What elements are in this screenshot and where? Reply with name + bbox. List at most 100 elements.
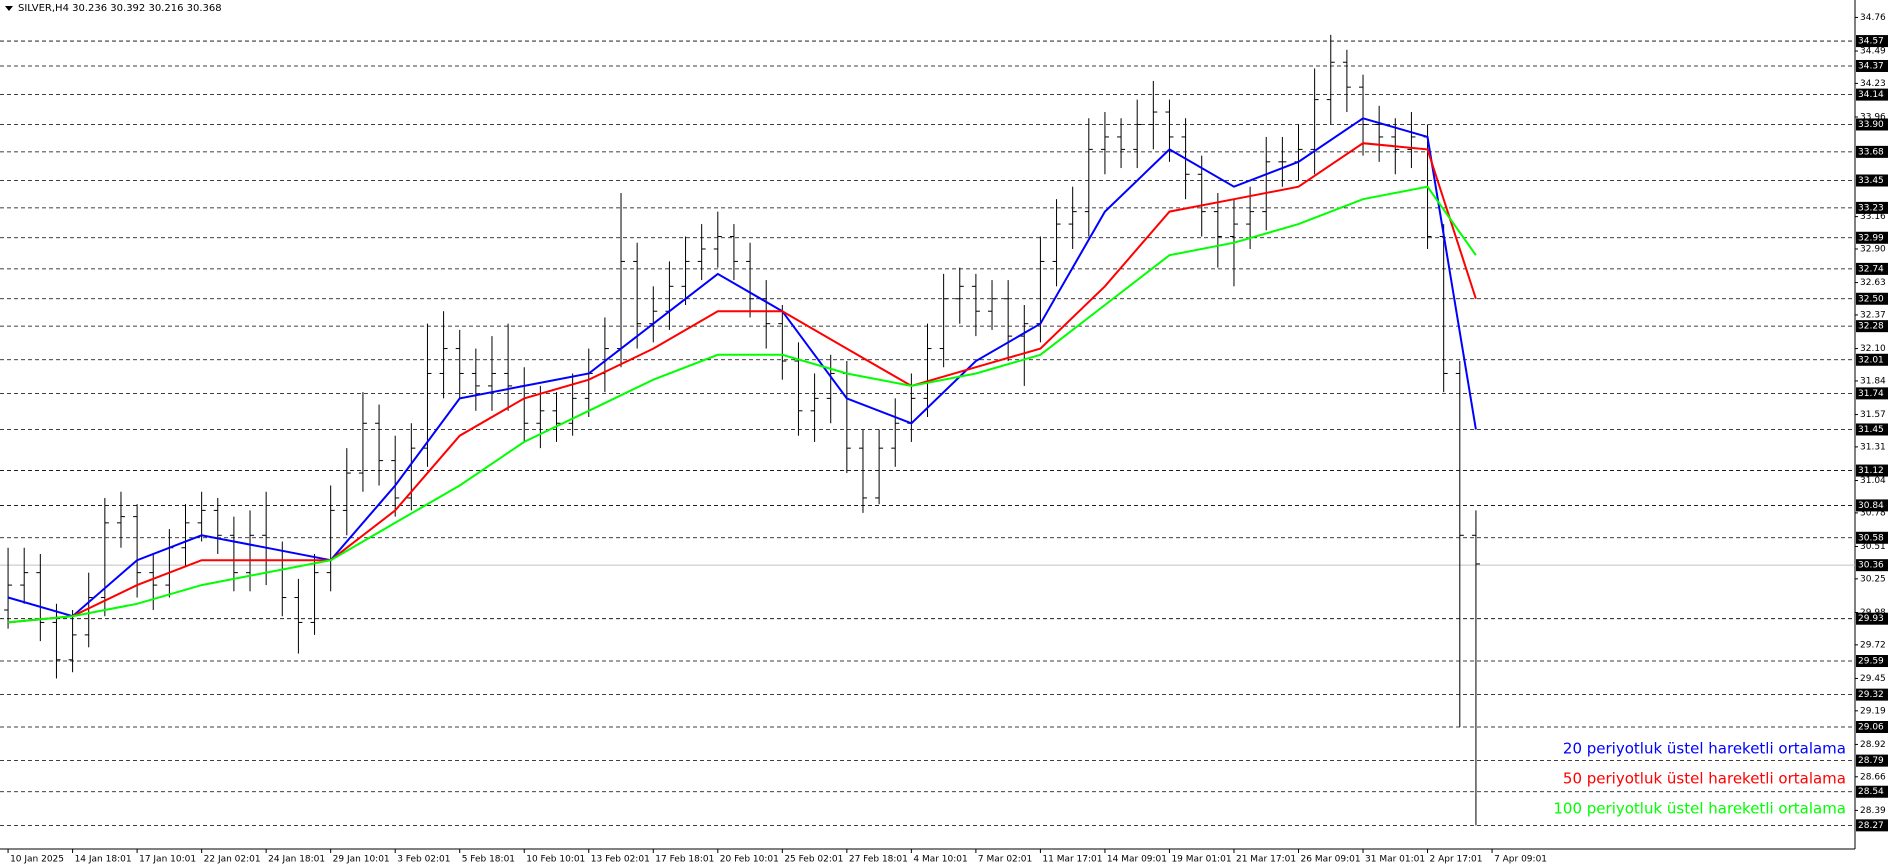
y-tick-label: 29.45 [1860, 674, 1886, 684]
price-label: 30.36 [1858, 561, 1884, 571]
legend-label: 50 periyotluk üstel hareketli ortalama [1563, 770, 1846, 788]
level-label: 28.79 [1858, 756, 1884, 766]
x-tick-label: 19 Mar 01:01 [1171, 855, 1231, 865]
level-box [1856, 464, 1888, 477]
y-tick-label: 28.66 [1860, 772, 1886, 782]
level-label: 34.57 [1858, 37, 1884, 47]
level-label: 31.45 [1858, 425, 1884, 435]
y-tick-label: 32.63 [1860, 278, 1886, 288]
level-label: 30.84 [1858, 501, 1884, 511]
level-label: 32.28 [1858, 322, 1884, 332]
level-label: 33.68 [1858, 147, 1884, 157]
x-tick-label: 21 Mar 17:01 [1236, 855, 1296, 865]
y-tick-label: 29.72 [1860, 640, 1886, 650]
level-label: 28.54 [1858, 787, 1884, 797]
x-tick-label: 29 Jan 10:01 [333, 855, 390, 865]
level-box [1856, 35, 1888, 48]
y-tick-label: 30.25 [1860, 574, 1886, 584]
y-tick-label: 29.19 [1860, 706, 1886, 716]
y-tick-label: 34.23 [1860, 79, 1886, 89]
level-label: 29.93 [1858, 614, 1884, 624]
level-box [1856, 174, 1888, 187]
level-label: 30.58 [1858, 533, 1884, 543]
x-tick-label: 7 Apr 09:01 [1494, 855, 1547, 865]
level-box [1856, 145, 1888, 158]
level-label: 34.14 [1858, 90, 1884, 100]
level-label: 28.27 [1858, 821, 1884, 831]
x-tick-label: 14 Mar 09:01 [1107, 855, 1167, 865]
x-tick-label: 7 Mar 02:01 [978, 855, 1032, 865]
level-label: 33.23 [1858, 203, 1884, 213]
level-box [1856, 231, 1888, 244]
x-tick-label: 17 Feb 18:01 [655, 855, 714, 865]
y-tick-label: 32.37 [1860, 310, 1886, 320]
y-tick-label: 31.84 [1860, 376, 1886, 386]
y-tick-label: 28.39 [1860, 806, 1886, 816]
y-tick-label: 31.57 [1860, 410, 1886, 420]
y-tick-label: 33.96 [1860, 113, 1886, 123]
x-tick-label: 31 Mar 01:01 [1365, 855, 1425, 865]
x-tick-label: 10 Feb 10:01 [526, 855, 585, 865]
x-tick-label: 27 Feb 18:01 [849, 855, 908, 865]
x-tick-label: 13 Feb 02:01 [591, 855, 650, 865]
level-box [1856, 262, 1888, 275]
level-label: 34.37 [1858, 61, 1884, 71]
ema-line [7, 117, 1477, 618]
level-label: 32.50 [1858, 294, 1884, 304]
x-tick-label: 11 Mar 17:01 [1042, 855, 1102, 865]
y-tick-label: 34.49 [1860, 47, 1886, 57]
ema-line [8, 185, 1477, 624]
level-label: 32.99 [1858, 233, 1884, 243]
legend-label: 100 periyotluk üstel hareketli ortalama [1553, 800, 1846, 818]
x-tick-label: 22 Jan 02:01 [204, 855, 261, 865]
level-label: 32.01 [1858, 355, 1884, 365]
y-tick-label: 28.92 [1860, 740, 1886, 750]
x-tick-label: 26 Mar 09:01 [1301, 855, 1361, 865]
x-tick-label: 4 Mar 10:01 [913, 855, 967, 865]
level-box [1856, 292, 1888, 305]
level-box [1856, 531, 1888, 544]
level-box [1856, 754, 1888, 767]
level-box [1856, 612, 1888, 625]
price-box [1856, 559, 1888, 572]
x-tick-label: 14 Jan 18:01 [75, 855, 132, 865]
y-tick-label: 33.16 [1860, 212, 1886, 222]
level-label: 32.74 [1858, 264, 1884, 274]
y-tick-label: 31.04 [1860, 476, 1886, 486]
level-label: 33.90 [1858, 120, 1884, 130]
level-box [1856, 499, 1888, 512]
level-box [1856, 688, 1888, 701]
x-tick-label: 10 Jan 2025 [10, 855, 64, 865]
level-box [1856, 59, 1888, 72]
level-label: 33.45 [1858, 176, 1884, 186]
menu-arrow [5, 6, 13, 11]
legend-label: 20 periyotluk üstel hareketli ortalama [1563, 740, 1846, 758]
y-tick-label: 31.31 [1860, 442, 1886, 452]
y-tick-label: 34.76 [1860, 13, 1886, 23]
x-tick-label: 2 Apr 17:01 [1430, 855, 1483, 865]
level-box [1856, 423, 1888, 436]
level-box [1856, 88, 1888, 101]
x-tick-label: 3 Feb 02:01 [397, 855, 450, 865]
x-tick-label: 20 Feb 10:01 [720, 855, 779, 865]
y-tick-label: 32.10 [1860, 344, 1886, 354]
x-tick-label: 24 Jan 18:01 [268, 855, 325, 865]
level-label: 31.74 [1858, 389, 1884, 399]
level-box [1856, 387, 1888, 400]
y-tick-label: 30.78 [1860, 508, 1886, 518]
level-label: 29.06 [1858, 723, 1884, 733]
level-box [1856, 721, 1888, 734]
level-box [1856, 118, 1888, 131]
level-box [1856, 353, 1888, 366]
level-box [1856, 785, 1888, 798]
level-label: 29.32 [1858, 690, 1884, 700]
x-tick-label: 5 Feb 18:01 [462, 855, 515, 865]
level-label: 31.12 [1858, 466, 1884, 476]
level-label: 29.59 [1858, 657, 1884, 667]
level-box [1856, 655, 1888, 668]
y-tick-label: 32.90 [1860, 244, 1886, 254]
level-box [1856, 819, 1888, 832]
level-box [1856, 320, 1888, 333]
